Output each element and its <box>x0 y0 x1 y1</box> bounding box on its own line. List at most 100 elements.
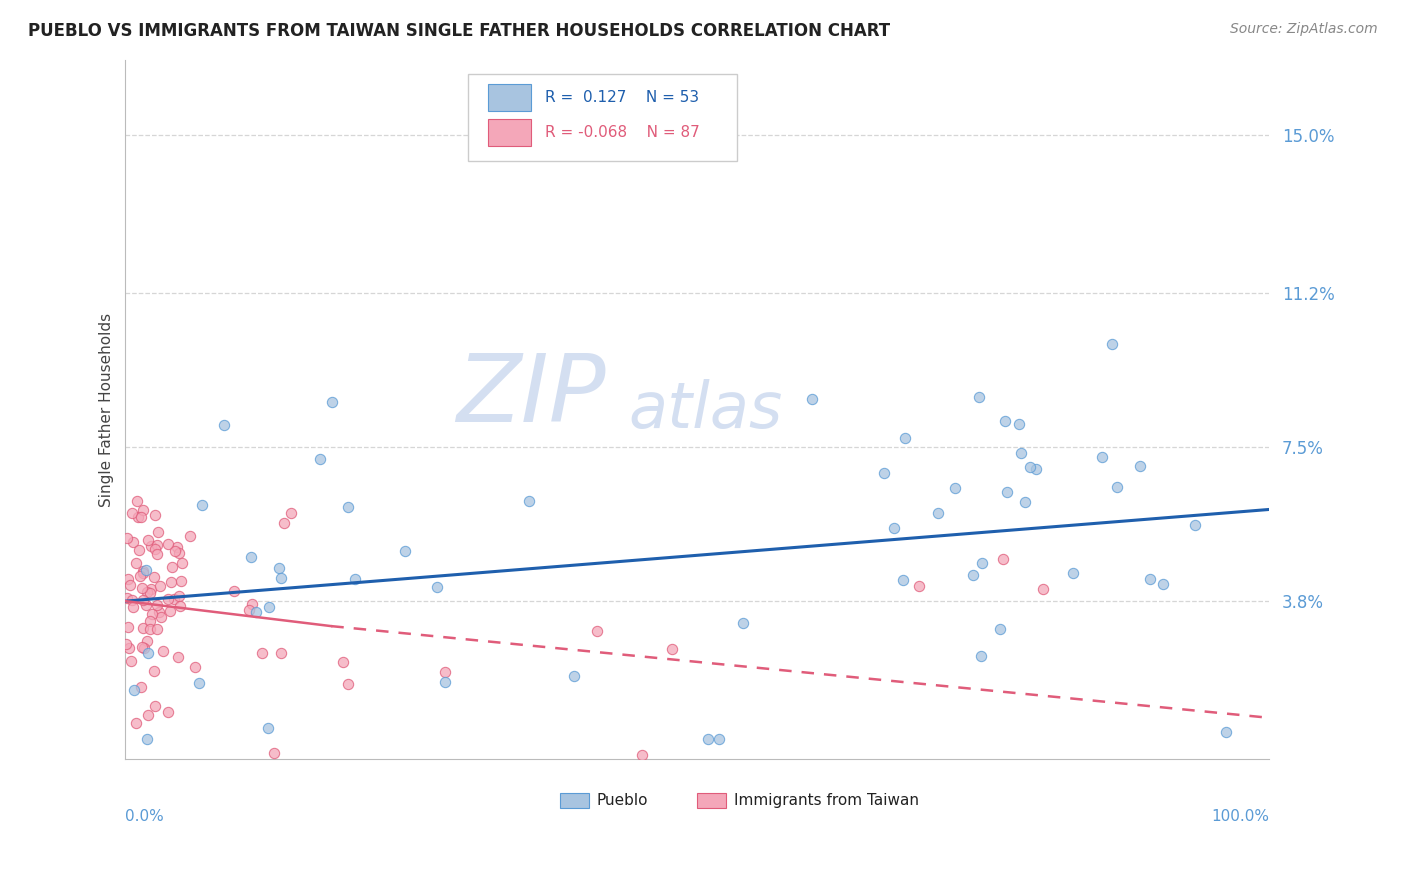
Point <box>270 646 292 660</box>
Point <box>187 676 209 690</box>
Point <box>1091 450 1114 464</box>
Point <box>1184 518 1206 533</box>
Point <box>131 503 153 517</box>
Text: R = -0.068    N = 87: R = -0.068 N = 87 <box>546 125 700 140</box>
Point <box>661 641 683 656</box>
Point <box>131 593 153 607</box>
Point <box>239 549 262 564</box>
Text: atlas: atlas <box>628 378 783 441</box>
FancyBboxPatch shape <box>560 793 589 808</box>
Point <box>143 542 166 557</box>
Point <box>156 537 179 551</box>
Point <box>344 572 367 586</box>
Point <box>170 574 193 588</box>
Point <box>121 506 143 520</box>
Point <box>1032 582 1054 596</box>
Point <box>143 699 166 714</box>
Point <box>146 525 169 540</box>
Text: 0.0%: 0.0% <box>125 809 165 824</box>
Point <box>1014 495 1036 509</box>
Point <box>115 531 138 545</box>
Point <box>1139 572 1161 586</box>
Point <box>122 535 145 549</box>
Point <box>149 579 172 593</box>
Point <box>139 582 162 597</box>
Text: R =  0.127    N = 53: R = 0.127 N = 53 <box>546 90 699 105</box>
Point <box>167 546 190 560</box>
Point <box>141 607 163 621</box>
Point <box>183 660 205 674</box>
Point <box>240 597 263 611</box>
Point <box>336 677 359 691</box>
Point <box>157 592 180 607</box>
Point <box>124 716 146 731</box>
Point <box>585 624 607 639</box>
Point <box>170 556 193 570</box>
Point <box>709 731 731 746</box>
Point <box>1215 724 1237 739</box>
Text: Immigrants from Taiwan: Immigrants from Taiwan <box>734 793 918 808</box>
Point <box>142 570 165 584</box>
Point <box>146 598 169 612</box>
Point <box>995 485 1018 500</box>
Point <box>167 650 190 665</box>
Point <box>117 620 139 634</box>
Point <box>135 563 157 577</box>
Point <box>156 705 179 719</box>
Point <box>1025 462 1047 476</box>
Point <box>894 431 917 445</box>
Point <box>269 561 291 575</box>
Point <box>250 646 273 660</box>
Point <box>136 634 159 648</box>
Point <box>132 564 155 578</box>
Point <box>631 748 654 763</box>
Point <box>191 499 214 513</box>
Point <box>136 731 159 746</box>
Point <box>138 533 160 548</box>
Point <box>179 529 201 543</box>
Text: Source: ZipAtlas.com: Source: ZipAtlas.com <box>1230 22 1378 37</box>
Point <box>150 610 173 624</box>
Point <box>394 544 416 558</box>
Point <box>308 452 330 467</box>
Text: Pueblo: Pueblo <box>596 793 648 808</box>
Point <box>143 664 166 678</box>
Point <box>128 543 150 558</box>
Point <box>148 605 170 619</box>
Point <box>273 516 295 531</box>
Point <box>321 394 343 409</box>
Point <box>167 589 190 603</box>
Point <box>117 572 139 586</box>
Y-axis label: Single Father Households: Single Father Households <box>100 312 114 507</box>
Point <box>128 569 150 583</box>
Point <box>163 591 186 606</box>
Point <box>135 598 157 612</box>
Point <box>131 640 153 654</box>
Point <box>122 599 145 614</box>
Point <box>1007 417 1029 431</box>
Point <box>337 500 360 514</box>
Point <box>120 578 142 592</box>
Point <box>426 581 449 595</box>
Point <box>224 583 246 598</box>
Point <box>994 414 1017 428</box>
Point <box>115 637 138 651</box>
Point <box>135 584 157 599</box>
Point <box>1152 577 1174 591</box>
Point <box>146 622 169 636</box>
Point <box>433 675 456 690</box>
Text: PUEBLO VS IMMIGRANTS FROM TAIWAN SINGLE FATHER HOUSEHOLDS CORRELATION CHART: PUEBLO VS IMMIGRANTS FROM TAIWAN SINGLE … <box>28 22 890 40</box>
Point <box>927 506 949 520</box>
Text: 100.0%: 100.0% <box>1211 809 1268 824</box>
FancyBboxPatch shape <box>697 793 725 808</box>
Point <box>122 682 145 697</box>
Point <box>132 640 155 655</box>
FancyBboxPatch shape <box>468 74 737 161</box>
Point <box>562 669 585 683</box>
Point <box>238 603 260 617</box>
Point <box>1062 566 1084 580</box>
Point <box>160 559 183 574</box>
Point <box>873 466 896 480</box>
Point <box>138 708 160 723</box>
FancyBboxPatch shape <box>488 120 531 145</box>
